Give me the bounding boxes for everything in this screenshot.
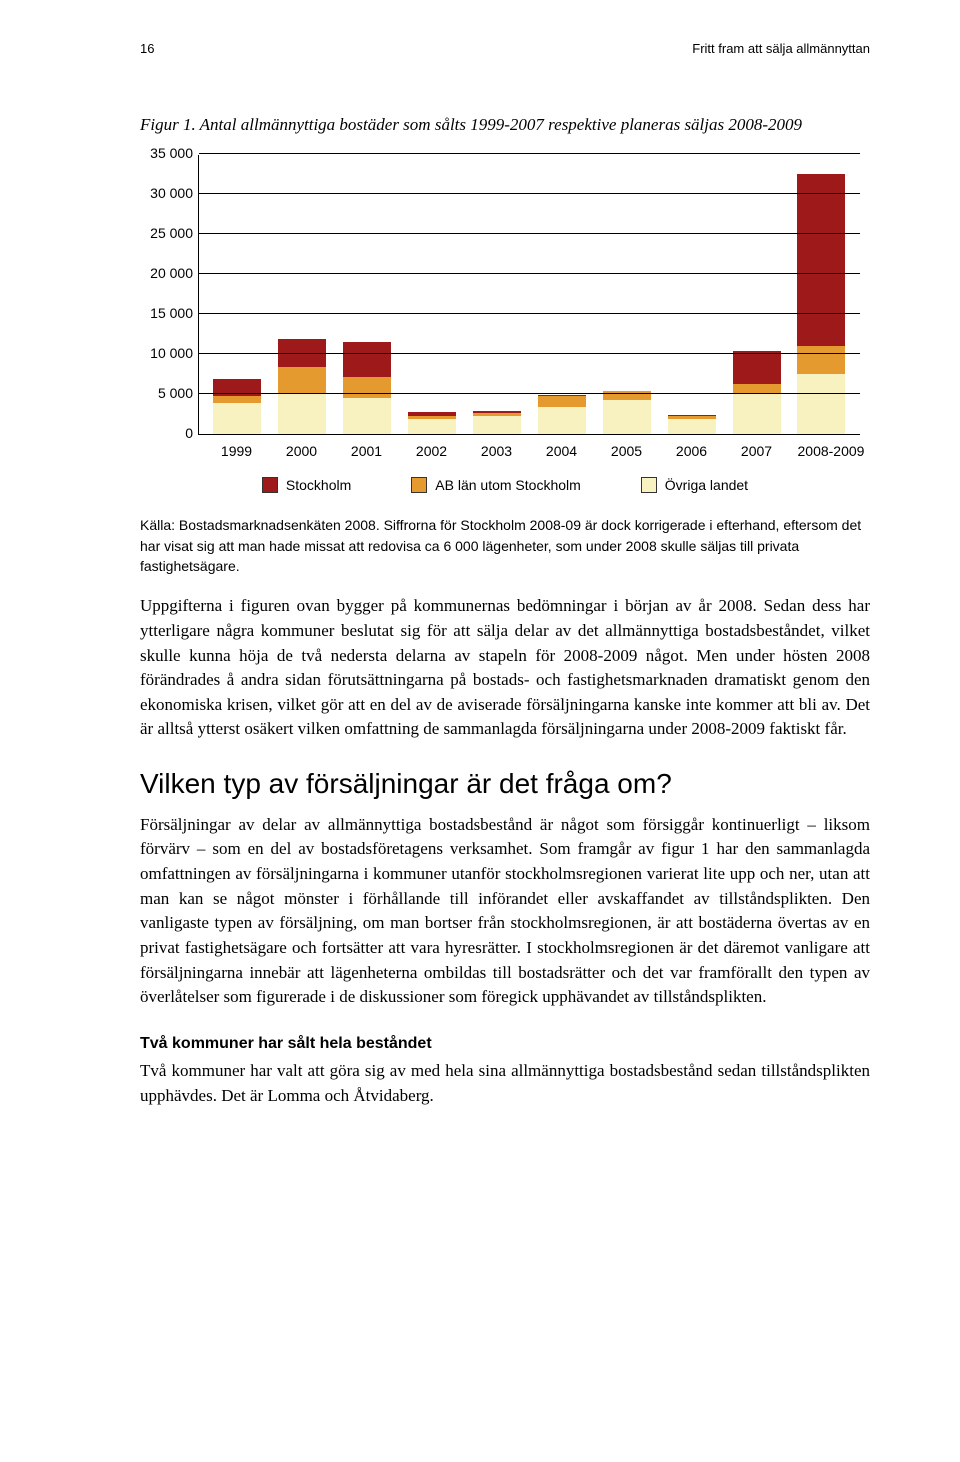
chart-title: Figur 1. Antal allmännyttiga bostäder so… [140, 114, 870, 137]
y-tick-label: 30 000 [141, 184, 193, 204]
gridline [199, 193, 860, 194]
chart-source: Källa: Bostadsmarknadsenkäten 2008. Siff… [140, 515, 870, 576]
subsection-heading: Två kommuner har sålt hela beståndet [140, 1032, 870, 1055]
x-tick-label: 2006 [668, 441, 716, 461]
bar-segment [278, 394, 326, 434]
bar-segment [797, 374, 845, 434]
gridline [199, 233, 860, 234]
x-tick-label: 1999 [213, 441, 261, 461]
x-axis-labels: 1999 2000 2001 2002 2003 2004 2005 2006 2007 2008… [198, 435, 860, 461]
bar-segment [343, 398, 391, 434]
bar-segment [797, 346, 845, 374]
legend-swatch-icon [641, 477, 657, 493]
bar-stack [343, 342, 391, 434]
legend-label: Stockholm [286, 475, 351, 495]
y-tick-label: 5 000 [141, 384, 193, 404]
y-tick-label: 35 000 [141, 144, 193, 164]
legend-item-ab-lan: AB län utom Stockholm [411, 475, 581, 495]
bar-segment [797, 174, 845, 346]
x-tick-label: 2000 [278, 441, 326, 461]
bar-stack [213, 379, 261, 434]
gridline [199, 273, 860, 274]
gridline [199, 313, 860, 314]
bar-segment [408, 419, 456, 433]
bar-segment [343, 377, 391, 398]
bar-segment [343, 342, 391, 377]
x-tick-label: 2005 [603, 441, 651, 461]
page-header: 16 Fritt fram att sälja allmännyttan [140, 40, 870, 59]
legend-item-ovriga: Övriga landet [641, 475, 748, 495]
bar-stack [473, 411, 521, 434]
x-tick-label: 2001 [343, 441, 391, 461]
bar-segment [473, 416, 521, 434]
gridline [199, 393, 860, 394]
legend-label: Övriga landet [665, 475, 748, 495]
bar-stack [603, 391, 651, 434]
y-tick-label: 20 000 [141, 264, 193, 284]
gridline [199, 153, 860, 154]
chart-legend: Stockholm AB län utom Stockholm Övriga l… [140, 475, 870, 495]
y-tick-label: 0 [141, 424, 193, 444]
legend-swatch-icon [262, 477, 278, 493]
y-tick-label: 25 000 [141, 224, 193, 244]
stacked-bar-chart: 05 00010 00015 00020 00025 00030 00035 0… [140, 155, 870, 496]
page-number: 16 [140, 40, 154, 59]
legend-label: AB län utom Stockholm [435, 475, 581, 495]
body-paragraph: Två kommuner har valt att göra sig av me… [140, 1059, 870, 1108]
bar-segment [603, 400, 651, 434]
bar-segment [278, 367, 326, 394]
body-paragraph: Uppgifterna i figuren ovan bygger på kom… [140, 594, 870, 742]
y-tick-label: 10 000 [141, 344, 193, 364]
bar-segment [538, 407, 586, 433]
bar-segment [213, 396, 261, 403]
x-tick-label: 2007 [733, 441, 781, 461]
body-paragraph: Försäljningar av delar av allmännyttiga … [140, 813, 870, 1010]
x-tick-label: 2002 [408, 441, 456, 461]
bar-segment [668, 419, 716, 433]
y-tick-label: 15 000 [141, 304, 193, 324]
legend-item-stockholm: Stockholm [262, 475, 351, 495]
bar-segment [733, 351, 781, 385]
bar-stack [668, 415, 716, 433]
gridline [199, 353, 860, 354]
chart-plot-area: 05 00010 00015 00020 00025 00030 00035 0… [198, 155, 860, 435]
x-tick-label: 2003 [473, 441, 521, 461]
running-title: Fritt fram att sälja allmännyttan [692, 40, 870, 59]
x-tick-label: 2008-2009 [798, 441, 846, 461]
bar-segment [538, 396, 586, 407]
x-tick-label: 2004 [538, 441, 586, 461]
bar-segment [213, 403, 261, 433]
bar-stack [538, 395, 586, 434]
bar-stack [408, 412, 456, 434]
bar-segment [733, 394, 781, 434]
section-heading: Vilken typ av försäljningar är det fråga… [140, 764, 870, 805]
legend-swatch-icon [411, 477, 427, 493]
bar-stack [797, 174, 845, 434]
